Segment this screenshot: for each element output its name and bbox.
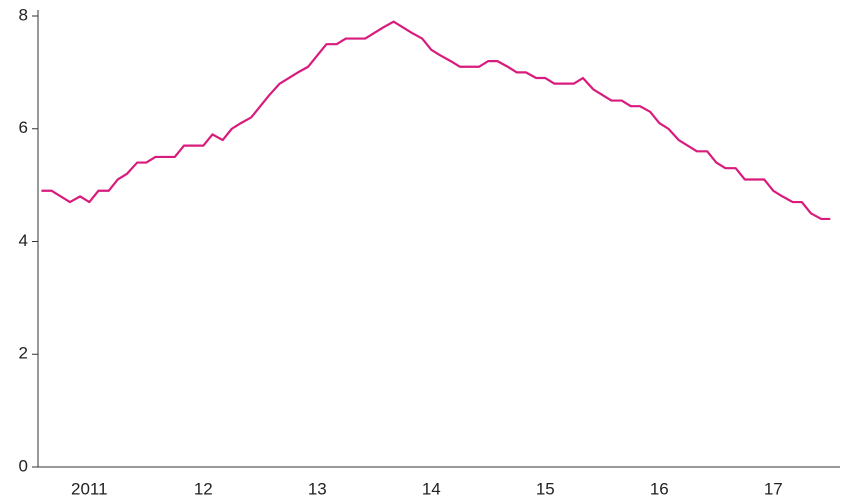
x-tick-label: 2011 (71, 479, 108, 498)
data-line (41, 20, 831, 221)
x-tick-label: 13 (308, 479, 327, 498)
x-tick-label: 15 (536, 479, 555, 498)
y-tick-label: 0 (19, 456, 28, 475)
y-tick-label: 2 (19, 344, 28, 363)
x-tick-label: 14 (422, 479, 441, 498)
y-tick-label: 8 (19, 5, 28, 24)
y-tick-label: 6 (19, 118, 28, 137)
x-tick-label: 17 (764, 479, 783, 498)
y-tick-label: 4 (19, 231, 28, 250)
x-tick-label: 16 (650, 479, 669, 498)
x-tick-label: 12 (194, 479, 213, 498)
